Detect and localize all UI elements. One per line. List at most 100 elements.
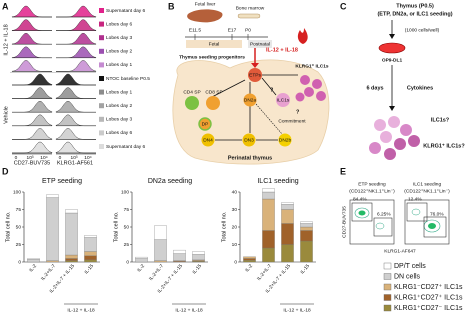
bar-segment <box>281 202 294 205</box>
side-label: IL-12 + IL-18 <box>3 24 9 55</box>
thymus-diagram <box>172 9 330 165</box>
legend-swatch <box>99 62 104 68</box>
bar-segment <box>27 259 40 263</box>
bar-segment <box>281 209 294 224</box>
histogram <box>12 73 53 86</box>
legend-label: Lobes day 3 <box>106 35 132 41</box>
question-mark: ? <box>270 87 274 93</box>
legend-swatch <box>99 21 104 27</box>
x-tick-label: IL-15 <box>299 263 311 275</box>
histogram <box>55 128 96 140</box>
legend-label: Lobes day 1 <box>106 62 132 68</box>
tick-label: 0 <box>59 155 62 161</box>
bar-segment <box>243 258 256 261</box>
label: (ETP, DN2a, or ILC1 seeding) <box>377 11 452 17</box>
node-label: DN2b <box>279 137 292 143</box>
axis-label: KLRG1-AF647 <box>384 248 416 254</box>
bar-segment <box>46 260 59 263</box>
chart-title: ILC1 seeding <box>257 178 298 185</box>
plot-title: ILC1 seeding <box>413 181 442 187</box>
bar-segment <box>65 260 78 263</box>
legend-label: Lobes day 2 <box>106 49 132 55</box>
gate-percent: 84.4% <box>353 196 367 202</box>
label: Fetal liver <box>195 1 216 7</box>
bar-segment <box>300 226 313 231</box>
flow-plots <box>349 199 450 245</box>
tick-label: 10³ <box>27 155 34 161</box>
group-label: IL-12 + IL-18 <box>67 307 95 313</box>
label: Perinatal thymus <box>228 155 272 161</box>
label: Thymus (P0.5) <box>396 3 434 9</box>
x-tick-label: IL-2+IL-7 <box>256 263 273 282</box>
bar-segment <box>262 247 275 263</box>
bar-segment <box>262 230 275 249</box>
legend-swatch <box>99 116 104 122</box>
x-tick-label: IL-2 <box>136 263 146 273</box>
legend-swatch <box>99 8 104 13</box>
label: Cytokines <box>407 85 433 91</box>
bar-segment <box>84 255 97 261</box>
histogram <box>12 128 53 140</box>
tick-label: 10⁴ <box>84 155 91 161</box>
chart-title: DN2a seeding <box>148 178 192 185</box>
bar-segment <box>154 260 167 263</box>
histogram <box>55 73 96 86</box>
bar-segment <box>65 254 78 259</box>
node-label: ILC1s <box>277 97 290 103</box>
bar-segment <box>300 223 313 228</box>
side-label: Vehicle <box>3 106 9 124</box>
plot-title: (CD122⁺NK1.1⁺Lin⁻) <box>404 188 450 194</box>
y-tick-label: 20 <box>232 224 238 230</box>
y-tick-label: 0 <box>126 259 129 265</box>
histogram <box>11 46 52 58</box>
axis-label: CD27-BUV735 <box>341 206 347 238</box>
bar-segment <box>192 251 205 255</box>
legend-label: DP/T cells <box>394 263 426 270</box>
bar-segment <box>65 209 78 214</box>
chart-title: ETP seeding <box>42 178 82 185</box>
gate-percent: 76.0% <box>430 211 444 217</box>
period: Postnatal <box>250 41 270 47</box>
bar-segment <box>84 237 97 252</box>
histogram <box>12 141 53 154</box>
legend-swatch <box>383 304 392 312</box>
axis-label: KLRG1-AF561 <box>57 160 93 166</box>
bar-segment <box>281 244 294 263</box>
legend-label: KLRG1⁺CD27⁺ ILC1s <box>394 294 463 301</box>
node-label: CD4 SP <box>183 89 200 95</box>
bar-segment <box>173 253 186 261</box>
label: OP9-DL1 <box>382 57 403 63</box>
bar-segment <box>135 258 148 263</box>
y-tick-label: 0 <box>234 259 237 265</box>
bar-segment <box>243 260 256 263</box>
histogram <box>56 46 97 58</box>
histogram <box>12 114 53 126</box>
gate-percent: 6.25% <box>377 211 391 217</box>
panel-label: E <box>340 166 346 176</box>
bar-segment <box>243 256 256 259</box>
y-tick-label: 40 <box>232 189 238 195</box>
legend-swatch <box>99 89 104 95</box>
histogram <box>11 32 52 45</box>
y-axis-label: Total cell no. <box>113 211 119 242</box>
label: ILC1s? <box>431 117 450 123</box>
legend-label: Lobes day 6 <box>106 130 132 136</box>
label: KLRG1⁺ ILC1s <box>295 63 329 69</box>
bar-segment <box>262 188 275 193</box>
node-label: DP <box>202 121 209 127</box>
node-label: DN3 <box>244 137 254 143</box>
tick-label: 10⁴ <box>40 155 47 161</box>
axis-label: CD27-BUV735 <box>14 160 50 166</box>
bar-segment <box>300 221 313 224</box>
y-tick-label: 50 <box>16 224 22 230</box>
legend-swatch <box>99 35 104 41</box>
x-tick-label: IL-2+IL-7 <box>40 263 57 282</box>
label: Bone marrow <box>236 5 265 11</box>
label: KLRG1⁺ ILC1s? <box>423 142 465 149</box>
bar-segment <box>27 258 40 260</box>
bar-segment <box>154 239 167 261</box>
bar-segment <box>84 235 97 238</box>
legend-label: KLRG1⁺CD27⁻ ILC1s <box>394 305 463 312</box>
legend-label: Supernatant day 6 <box>106 144 146 150</box>
x-tick-label: IL-2 <box>244 263 254 273</box>
